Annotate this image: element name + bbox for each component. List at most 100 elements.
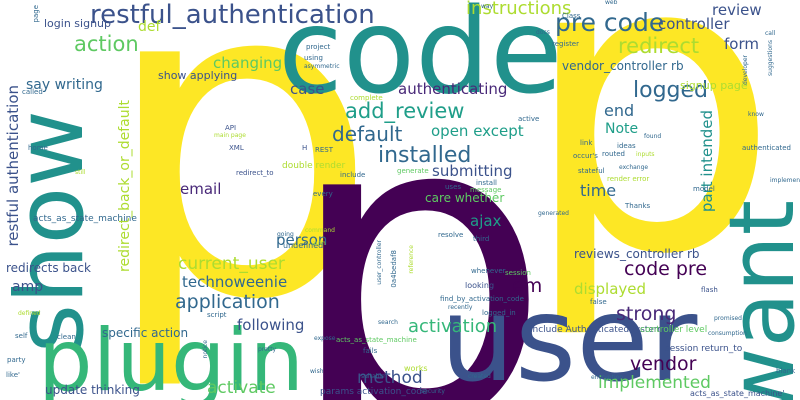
word-include: include bbox=[340, 171, 366, 179]
word-part-intended: part intended bbox=[698, 110, 716, 213]
word-security: security bbox=[421, 388, 445, 395]
word-command: command bbox=[305, 227, 335, 234]
word-page: page bbox=[32, 5, 40, 23]
word-wish: wish bbox=[310, 368, 324, 375]
word-recently: recently bbox=[448, 304, 473, 311]
word-p-yellow-left: p bbox=[100, 0, 380, 396]
word-signup-page: signup page bbox=[680, 79, 748, 92]
word-review: review bbox=[712, 1, 762, 19]
word-case: case bbox=[290, 80, 325, 98]
word-ideas: ideas bbox=[617, 142, 636, 150]
word-search: search bbox=[378, 319, 398, 326]
word-redirect-to: redirect_to bbox=[236, 169, 274, 177]
word-auth: auth bbox=[312, 240, 326, 247]
word-third: third bbox=[473, 235, 490, 243]
word-promised: promised bbox=[714, 315, 742, 322]
word-displayed: displayed bbox=[574, 280, 647, 298]
word-generate: generate bbox=[397, 167, 429, 175]
word-generated: generated bbox=[538, 210, 569, 217]
word-stateful: stateful bbox=[578, 167, 605, 175]
word-resolve: resolve bbox=[438, 231, 464, 239]
word-still: still bbox=[75, 169, 86, 176]
word-notice: notice bbox=[202, 340, 209, 359]
word-using: using bbox=[304, 54, 323, 62]
word-def: def bbox=[138, 19, 161, 35]
word-user-controller: user_controller bbox=[376, 240, 383, 285]
word-exchange: exchange bbox=[619, 164, 649, 171]
word-user: user bbox=[440, 270, 698, 400]
word-method: method bbox=[357, 368, 423, 388]
word-technoweenie: technoweenie bbox=[182, 273, 288, 291]
word-hash: 0a4bedaf8 bbox=[390, 250, 398, 288]
word-home: home bbox=[28, 144, 48, 152]
word-acts-as-state-machine-2: acts_as_state_machine bbox=[336, 336, 417, 344]
word-way: way bbox=[481, 3, 494, 10]
word-link: link bbox=[580, 139, 593, 147]
word-fails: fails bbox=[363, 347, 378, 355]
word-suitable: suitable bbox=[361, 373, 385, 380]
word-model: model bbox=[693, 185, 715, 193]
word-application: application bbox=[175, 291, 280, 313]
word-reviews-controller-rb: reviews_controller rb bbox=[574, 247, 700, 261]
word-show-applying: show applying bbox=[158, 69, 238, 82]
word-going: going bbox=[277, 231, 294, 238]
word-inputs: inputs bbox=[636, 151, 655, 158]
word-say-writing: say writing bbox=[26, 77, 103, 93]
word-expose: expose bbox=[314, 335, 336, 342]
word-code-pre: code pre bbox=[624, 258, 708, 280]
word-developer: developer bbox=[742, 55, 749, 86]
word-h: H bbox=[302, 144, 308, 152]
word-uses: uses bbox=[445, 183, 462, 191]
word-instructions: instructions bbox=[466, 0, 572, 19]
word-care-whether: care whether bbox=[425, 191, 505, 205]
word-pre-code: pre code bbox=[555, 8, 665, 37]
word-default: default bbox=[332, 122, 403, 146]
word-specific-action: specific action bbox=[102, 326, 189, 340]
word-every: every bbox=[313, 190, 333, 198]
word-logged-in: logged_in bbox=[482, 309, 516, 317]
word-works: works bbox=[404, 364, 428, 373]
word-p-purple: p bbox=[285, 25, 552, 400]
word-current-user: current_user bbox=[178, 254, 285, 274]
word-blank: blank bbox=[776, 367, 796, 375]
word-person: person bbox=[276, 231, 328, 249]
word-class: Class bbox=[562, 12, 581, 20]
word-occurs: occur's bbox=[573, 152, 598, 160]
word-flash: flash bbox=[701, 286, 718, 294]
word-following: following bbox=[237, 316, 305, 334]
word-consumption: consumption bbox=[708, 330, 747, 337]
word-implemented: implemented bbox=[598, 373, 711, 393]
word-authenticating: authenticating bbox=[398, 80, 508, 98]
word-implement: implement bbox=[770, 177, 800, 184]
word-asymmetric: asymmetric bbox=[304, 63, 340, 70]
word-suggestions: suggestions bbox=[767, 40, 774, 76]
word-changing: changing bbox=[213, 54, 283, 72]
word-looking: looking bbox=[465, 281, 495, 290]
word-open-except: open except bbox=[431, 122, 524, 140]
word-ajax: ajax bbox=[470, 212, 502, 230]
word-rest: REST bbox=[315, 146, 334, 154]
word-install: install bbox=[476, 179, 497, 187]
word-know: know bbox=[748, 111, 764, 118]
word-created: created bbox=[468, 373, 491, 380]
word-redirects-back: redirects back bbox=[6, 261, 91, 275]
word-redirect: redirect bbox=[618, 34, 700, 58]
word-installed: installed bbox=[378, 143, 472, 168]
word-submitting: submitting bbox=[432, 162, 513, 180]
word-controller-level: controller level bbox=[640, 325, 708, 335]
word-session-return-to: session return_to bbox=[665, 344, 743, 354]
word-logged: logged bbox=[633, 78, 709, 103]
word-encryption: encryption bbox=[591, 374, 624, 381]
word-email: email bbox=[180, 180, 222, 198]
word-reference: reference bbox=[408, 245, 415, 274]
word-pretty: pretty bbox=[258, 346, 277, 353]
word-script: script bbox=[207, 311, 227, 319]
word-note: Note bbox=[605, 121, 639, 137]
word-activate: activate bbox=[207, 378, 276, 398]
word-strong: strong bbox=[616, 303, 677, 325]
word-action: action bbox=[74, 32, 139, 56]
word-restful-auth: restful_authentication bbox=[90, 0, 375, 30]
word-include-authenticated-system: include AuthenticatedSystem bbox=[530, 325, 663, 335]
word-plugin: plugin bbox=[38, 311, 304, 400]
